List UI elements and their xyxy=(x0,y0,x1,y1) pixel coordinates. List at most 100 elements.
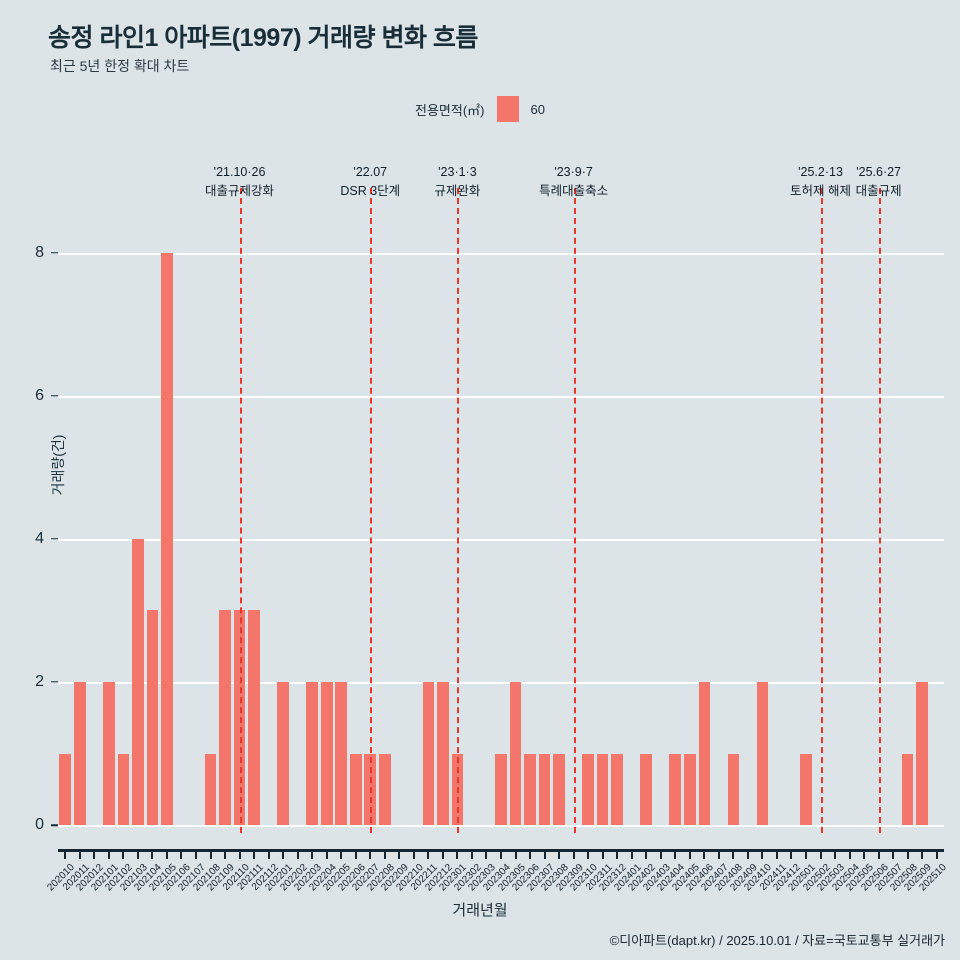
x-tick-mark-202509 xyxy=(921,849,924,859)
bar-202304[interactable] xyxy=(495,753,507,825)
bar-202211[interactable] xyxy=(422,681,435,825)
x-tick-mark-202305 xyxy=(514,849,517,859)
y-tick-mark-0 xyxy=(51,824,58,826)
x-tick-mark-202306 xyxy=(529,849,532,859)
bar-202105[interactable] xyxy=(161,252,173,825)
bar-202110[interactable] xyxy=(233,610,246,825)
bar-202509[interactable] xyxy=(916,681,928,825)
event-annotation-date: '22.07 xyxy=(353,165,388,179)
bar-202204[interactable] xyxy=(320,681,333,825)
event-line-202506 xyxy=(878,188,881,833)
bar-202402[interactable] xyxy=(640,753,653,825)
bar-202208[interactable] xyxy=(378,753,391,825)
x-tick-mark-202310 xyxy=(587,849,590,859)
event-annotation-text: 대출규제강화 xyxy=(205,183,275,198)
x-tick-mark-202101 xyxy=(107,849,110,859)
x-tick-mark-202206 xyxy=(354,849,357,859)
y-tick-label-4: 4 xyxy=(35,529,44,547)
x-tick-mark-202103 xyxy=(136,849,139,859)
chart-title: 송정 라인1 아파트(1997) 거래량 변화 흐름 xyxy=(48,24,478,52)
bar-202306[interactable] xyxy=(524,753,536,825)
bar-202301[interactable] xyxy=(451,753,464,825)
bar-202406[interactable] xyxy=(698,681,711,825)
x-tick-mark-202507 xyxy=(892,849,895,859)
event-annotation-date: '25.6·27 xyxy=(856,165,902,179)
x-tick-mark-202312 xyxy=(616,849,619,859)
x-tick-mark-202411 xyxy=(775,849,778,859)
bar-202101[interactable] xyxy=(103,681,115,825)
event-annotation-202502: '25.2·13 토허제 해제 xyxy=(790,163,851,201)
x-tick-mark-202011 xyxy=(78,849,81,859)
bar-202011[interactable] xyxy=(73,681,86,825)
gridline-y-6 xyxy=(58,395,944,398)
bar-202312[interactable] xyxy=(611,753,623,825)
x-tick-mark-202208 xyxy=(383,849,386,859)
bar-202307[interactable] xyxy=(538,753,551,825)
bar-202212[interactable] xyxy=(437,681,449,825)
x-tick-mark-202209 xyxy=(398,849,401,859)
event-annotation-text: DSR 3단계 xyxy=(340,183,401,198)
bar-202206[interactable] xyxy=(349,753,362,825)
x-tick-mark-202205 xyxy=(340,849,343,859)
x-tick-mark-202201 xyxy=(282,849,285,859)
plot-area xyxy=(58,188,944,833)
bar-202408[interactable] xyxy=(727,753,740,825)
bar-202501[interactable] xyxy=(800,753,812,825)
bar-202508[interactable] xyxy=(901,753,914,825)
gridline-y-8 xyxy=(58,252,944,255)
bar-202305[interactable] xyxy=(509,681,522,825)
x-tick-mark-202204 xyxy=(325,849,328,859)
x-tick-mark-202212 xyxy=(441,849,444,859)
y-tick-label-6: 6 xyxy=(35,386,44,404)
x-tick-mark-202301 xyxy=(456,849,459,859)
y-tick-label-8: 8 xyxy=(35,243,44,261)
bar-202010[interactable] xyxy=(59,753,72,825)
x-tick-mark-202501 xyxy=(805,849,808,859)
x-axis-title: 거래년월 xyxy=(452,902,508,919)
x-tick-mark-202505 xyxy=(863,849,866,859)
x-tick-mark-202412 xyxy=(790,849,793,859)
x-tick-mark-202311 xyxy=(601,849,604,859)
x-tick-mark-202112 xyxy=(267,849,270,859)
x-tick-mark-202303 xyxy=(485,849,488,859)
x-tick-mark-202010 xyxy=(64,849,67,859)
x-tick-mark-202406 xyxy=(703,849,706,859)
event-annotation-202309: '23·9·7 특례대출축소 xyxy=(539,163,608,201)
x-tick-mark-202307 xyxy=(543,849,546,859)
bar-202109[interactable] xyxy=(219,610,231,825)
y-tick-mark-8 xyxy=(51,252,58,254)
bar-202108[interactable] xyxy=(204,753,217,825)
bar-202405[interactable] xyxy=(684,753,696,825)
bar-202103[interactable] xyxy=(132,538,144,825)
bar-202410[interactable] xyxy=(756,681,769,825)
bar-202205[interactable] xyxy=(335,681,348,825)
event-annotation-202301: '23·1·3 규제완화 xyxy=(434,163,480,201)
event-annotation-text: 규제완화 xyxy=(434,183,481,198)
event-annotation-date: '21.10·26 xyxy=(213,165,266,179)
bar-202308[interactable] xyxy=(553,753,565,825)
gridline-y-0 xyxy=(58,825,944,827)
footer-credit: ©디아파트(dapt.kr) / 2025.10.01 / 자료=국토교통부 실… xyxy=(609,933,945,948)
bar-202203[interactable] xyxy=(306,681,318,825)
bar-202102[interactable] xyxy=(117,753,130,825)
bar-202310[interactable] xyxy=(582,753,594,825)
x-tick-mark-202309 xyxy=(572,849,575,859)
event-line-202502 xyxy=(820,188,823,833)
y-tick-mark-6 xyxy=(51,395,58,397)
event-line-202207 xyxy=(370,188,373,833)
x-tick-mark-202308 xyxy=(558,849,561,859)
event-line-202110 xyxy=(239,188,242,833)
x-tick-mark-202404 xyxy=(674,849,677,859)
gridline-y-2 xyxy=(58,681,944,684)
x-tick-mark-202012 xyxy=(93,849,96,859)
legend-swatch-60 xyxy=(496,96,519,122)
bar-202404[interactable] xyxy=(669,753,682,825)
event-annotation-202506: '25.6·27 대출규제 xyxy=(856,163,902,201)
bar-202311[interactable] xyxy=(596,753,609,825)
y-tick-label-2: 2 xyxy=(35,672,44,690)
legend-label-60: 60 xyxy=(530,101,545,117)
bar-202111[interactable] xyxy=(248,610,260,825)
bar-202201[interactable] xyxy=(277,681,289,825)
x-tick-mark-202402 xyxy=(645,849,648,859)
bar-202104[interactable] xyxy=(146,610,159,825)
